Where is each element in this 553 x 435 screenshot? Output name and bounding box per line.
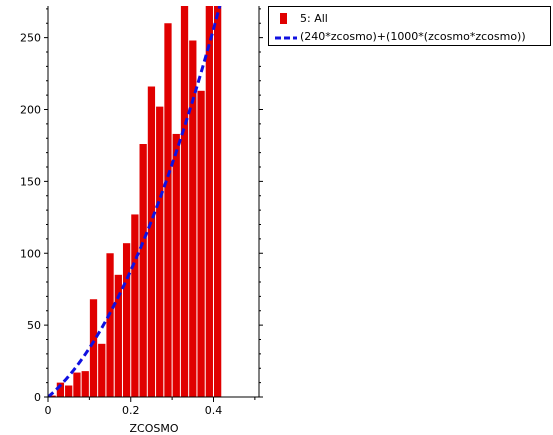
legend-swatch-function	[275, 36, 297, 40]
histogram-bar	[89, 299, 98, 397]
x-tick-label: 0.2	[122, 404, 140, 417]
bar-group	[48, 6, 222, 397]
histogram-bar	[65, 385, 73, 397]
histogram-bar	[81, 371, 89, 397]
y-tick-label: 250	[20, 32, 41, 45]
histogram-bar	[114, 274, 122, 397]
curve-group	[48, 6, 222, 397]
histogram-bar	[172, 133, 180, 397]
legend-label-function: (240*zcosmo)+(1000*(zcosmo*zcosmo))	[300, 30, 526, 43]
histogram-bar	[131, 214, 139, 397]
legend-item-histogram: 5: All	[269, 10, 550, 28]
histogram-bar	[122, 243, 131, 397]
histogram-bar	[213, 6, 222, 397]
histogram-bar	[180, 6, 189, 397]
legend-label-histogram: 5: All	[300, 12, 328, 25]
y-tick-label: 50	[27, 319, 41, 332]
x-axis-title: ZCOSMO	[129, 422, 178, 435]
legend: 5: All (240*zcosmo)+(1000*(zcosmo*zcosmo…	[268, 6, 551, 46]
function-curve	[48, 6, 222, 397]
y-tick-label: 100	[20, 247, 41, 260]
histogram-bar	[56, 382, 65, 397]
y-tick-label: 0	[34, 391, 41, 404]
histogram-bar	[73, 372, 81, 397]
histogram-bar	[189, 40, 197, 397]
histogram-bar	[205, 6, 213, 397]
histogram-bar	[106, 253, 114, 397]
y-tick-label: 150	[20, 175, 41, 188]
histogram-bar	[164, 23, 172, 397]
x-tick-label: 0	[45, 404, 52, 417]
histogram-bar	[98, 343, 106, 397]
histogram-bar	[139, 144, 147, 397]
histogram-bar	[48, 395, 56, 397]
histogram-bar	[147, 86, 156, 397]
histogram-bar	[156, 106, 164, 397]
legend-swatch-histogram	[280, 13, 287, 24]
histogram-bar	[197, 90, 205, 397]
y-tick-label: 200	[20, 104, 41, 117]
x-tick-label: 0.4	[205, 404, 223, 417]
legend-item-function: (240*zcosmo)+(1000*(zcosmo*zcosmo))	[269, 28, 550, 46]
